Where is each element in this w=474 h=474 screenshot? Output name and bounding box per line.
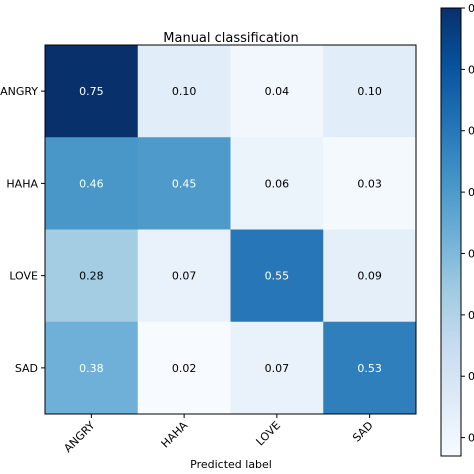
cell-value-label: 0.09 [357, 270, 382, 283]
heatmap-cell [45, 229, 139, 323]
chart-title: Manual classification [163, 31, 298, 46]
heatmap-cell [230, 137, 324, 230]
cell-value-label: 0.75 [79, 85, 104, 98]
heatmap-cell [323, 45, 417, 138]
x-axis-ticks: ANGRY HAHA LOVE SAD [61, 414, 376, 455]
x-axis-label: Predicted label [190, 458, 272, 471]
heatmap-cell [230, 321, 324, 415]
colorbar-tick-label: 0 [468, 309, 474, 322]
cell-value-label: 0.07 [265, 362, 290, 375]
x-tick-label: HAHA [159, 419, 191, 451]
colorbar-tick-label: 0 [468, 125, 474, 138]
heatmap-cell [230, 229, 324, 323]
colorbar-tick-label: 0 [468, 247, 474, 260]
heatmap-cell [45, 45, 139, 138]
cell-value-label: 0.02 [172, 362, 197, 375]
colorbar-tick-label: 0 [468, 370, 474, 383]
y-tick-label: HAHA [6, 177, 38, 190]
heatmap-cells [45, 45, 417, 415]
heatmap-cell [323, 229, 417, 323]
y-tick-label: LOVE [9, 270, 38, 283]
cell-value-label: 0.45 [172, 177, 197, 190]
colorbar-tick-label: 0 [468, 2, 474, 15]
x-tick-label: LOVE [254, 419, 284, 449]
cell-value-label: 0.10 [172, 85, 197, 98]
cell-value-label: 0.06 [265, 177, 290, 190]
heatmap-cell [323, 321, 417, 415]
colorbar-gradient [440, 7, 462, 457]
colorbar-tick-label: 0 [468, 63, 474, 76]
cell-value-label: 0.28 [79, 270, 104, 283]
y-axis-ticks: ANGRY HAHA LOVE SAD [0, 85, 45, 375]
heatmap-cell [45, 321, 139, 415]
heatmap-cell [137, 45, 231, 138]
colorbar-tick-label: 0 [468, 432, 474, 445]
plot-frame [44, 44, 417, 415]
heatmap-cell [137, 321, 231, 415]
cell-value-label: 0.53 [357, 362, 382, 375]
heatmap-cell [137, 229, 231, 323]
heatmap-cell [323, 137, 417, 230]
cell-value-label: 0.04 [265, 85, 290, 98]
colorbar-ticks: 0 0 0 0 0 0 0 0 [461, 2, 474, 445]
cell-value-label: 0.03 [357, 177, 382, 190]
cell-value-label: 0.10 [357, 85, 382, 98]
y-tick-label: SAD [15, 362, 38, 375]
colorbar: 0 0 0 0 0 0 0 0 [440, 2, 474, 457]
heatmap-value-labels: 0.75 0.10 0.04 0.10 0.46 0.45 0.06 0.03 0.28 0.07… [79, 85, 382, 375]
x-tick-label: SAD [350, 419, 376, 445]
cell-value-label: 0.07 [172, 270, 197, 283]
x-tick-label: ANGRY [61, 419, 97, 455]
y-tick-label: ANGRY [0, 85, 38, 98]
colorbar-tick-label: 0 [468, 186, 474, 199]
heatmap-cell [45, 137, 139, 230]
cell-value-label: 0.46 [79, 177, 104, 190]
heatmap-cell [137, 137, 231, 230]
heatmap-cell [230, 45, 324, 138]
cell-value-label: 0.55 [265, 270, 290, 283]
cell-value-label: 0.38 [79, 362, 104, 375]
